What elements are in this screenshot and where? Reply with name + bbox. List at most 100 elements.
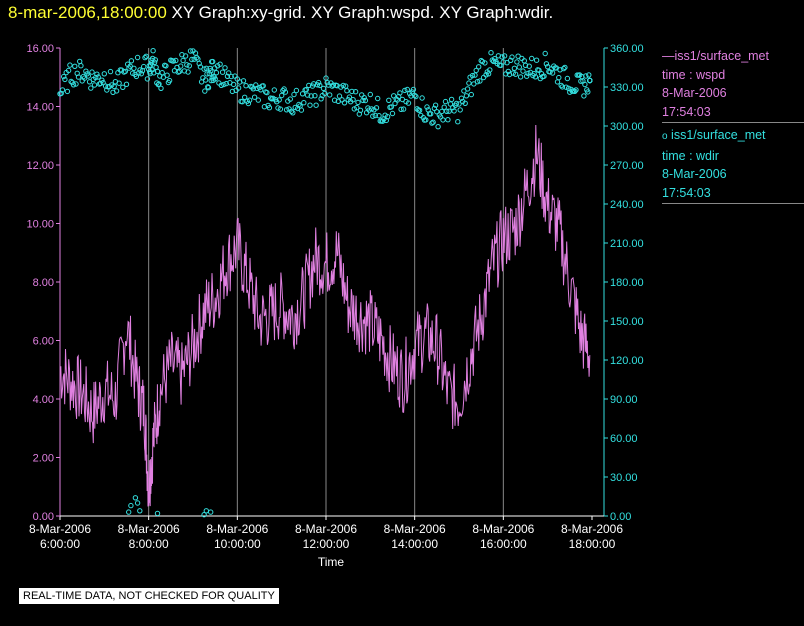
wdir-point — [166, 77, 173, 84]
wdir-point — [394, 97, 401, 103]
wdir-point — [281, 86, 287, 92]
wdir-point — [123, 81, 130, 88]
wdir-point — [529, 55, 535, 62]
wdir-point — [413, 93, 419, 100]
wdir-point — [581, 93, 587, 99]
wdir-point — [255, 97, 261, 103]
wdir-point — [572, 88, 578, 95]
wdir-point — [585, 89, 591, 95]
wdir-point — [308, 93, 314, 99]
wdir-point — [100, 79, 106, 86]
wdir-point — [512, 71, 519, 77]
wdir-point — [107, 68, 114, 75]
x-tick-label: 8-Mar-2006 12:00:00 — [295, 522, 357, 551]
wdir-point — [441, 104, 447, 110]
wdir-point — [516, 64, 522, 70]
wdir-point — [178, 63, 184, 69]
wdir-point — [151, 59, 158, 65]
right-tick-label: 330.00 — [610, 82, 644, 94]
wdir-point — [208, 509, 214, 515]
wdir-point — [318, 96, 324, 102]
wdir-point — [279, 92, 285, 99]
wdir-point — [266, 105, 273, 111]
right-tick-label: 60.00 — [610, 433, 638, 445]
wdir-point — [203, 65, 210, 72]
wdir-point — [164, 72, 170, 78]
wdir-point — [251, 94, 258, 100]
wdir-point — [587, 77, 593, 84]
right-tick-label: 150.00 — [610, 316, 644, 328]
wdir-point — [359, 92, 365, 98]
wdir-point — [303, 86, 309, 93]
wdir-point — [517, 74, 524, 80]
wdir-point — [201, 512, 207, 518]
wdir-point — [344, 88, 350, 94]
wdir-point — [532, 74, 539, 80]
wdir-point — [416, 107, 423, 114]
x-axis-label: Time — [318, 555, 345, 569]
wdir-point — [370, 113, 376, 119]
wdir-point — [104, 87, 110, 93]
wdir-point — [412, 92, 418, 99]
wdir-point — [355, 99, 361, 106]
wdir-point — [253, 82, 259, 88]
wdir-point — [95, 74, 101, 80]
wdir-point — [402, 87, 408, 94]
wdir-point — [545, 64, 551, 70]
wdir-point — [514, 59, 520, 65]
wdir-point — [122, 68, 129, 75]
wdir-point — [477, 78, 483, 84]
legend-wspd-variable: time : wspd — [662, 67, 726, 82]
right-tick-label: 270.00 — [610, 160, 644, 172]
wdir-point — [205, 84, 211, 90]
wdir-point — [70, 82, 77, 88]
wdir-point — [367, 91, 373, 98]
wdir-point — [442, 98, 449, 105]
wdir-point — [542, 50, 548, 57]
wdir-point — [476, 64, 482, 70]
wdir-point — [458, 95, 465, 101]
right-tick-label: 180.00 — [610, 277, 644, 289]
right-tick-label: 210.00 — [610, 238, 644, 250]
wdir-point — [134, 500, 141, 506]
left-tick-label: 0.00 — [33, 511, 54, 523]
wdir-point — [499, 54, 505, 60]
wdir-point — [543, 61, 550, 67]
wdir-point — [91, 82, 98, 88]
wdir-point — [329, 83, 335, 89]
right-tick-label: 360.00 — [610, 43, 644, 55]
wdir-point — [228, 73, 234, 80]
wdir-point — [186, 63, 193, 69]
wdir-point — [77, 58, 83, 65]
wdir-point — [299, 91, 306, 97]
wdir-point — [239, 99, 246, 105]
x-ticks: 8-Mar-2006 6:00:00 8-Mar-2006 8:00:00 8-Mar-… — [29, 516, 623, 551]
wdir-point — [583, 73, 589, 79]
wdir-point — [126, 509, 132, 515]
wdir-point — [372, 112, 378, 119]
wdir-point — [445, 117, 451, 123]
wdir-point — [508, 57, 514, 63]
wdir-point — [212, 76, 218, 82]
wdir-point — [158, 85, 164, 92]
wdir-point — [187, 48, 194, 54]
x-tick-label: 8-Mar-2006 6:00:00 — [29, 522, 91, 551]
wdir-point — [142, 54, 148, 61]
right-tick-label: 30.00 — [610, 472, 638, 484]
wdir-point — [511, 65, 518, 72]
wdir-point — [88, 85, 94, 91]
wdir-point — [144, 76, 151, 82]
wdir-point — [298, 107, 305, 113]
legend: —iss1/surface_met time : wspd 8-Mar-2006… — [662, 46, 804, 206]
wdir-point — [152, 57, 159, 63]
wdir-point — [456, 101, 462, 107]
wdir-point — [224, 73, 231, 80]
left-tick-label: 6.00 — [33, 336, 54, 348]
wdir-point — [322, 90, 328, 97]
wdir-point — [397, 90, 403, 96]
wdir-point — [83, 68, 89, 74]
wdir-point — [505, 68, 511, 75]
wdir-point — [430, 119, 436, 125]
wdir-point — [341, 100, 348, 106]
wdir-point — [558, 82, 564, 89]
